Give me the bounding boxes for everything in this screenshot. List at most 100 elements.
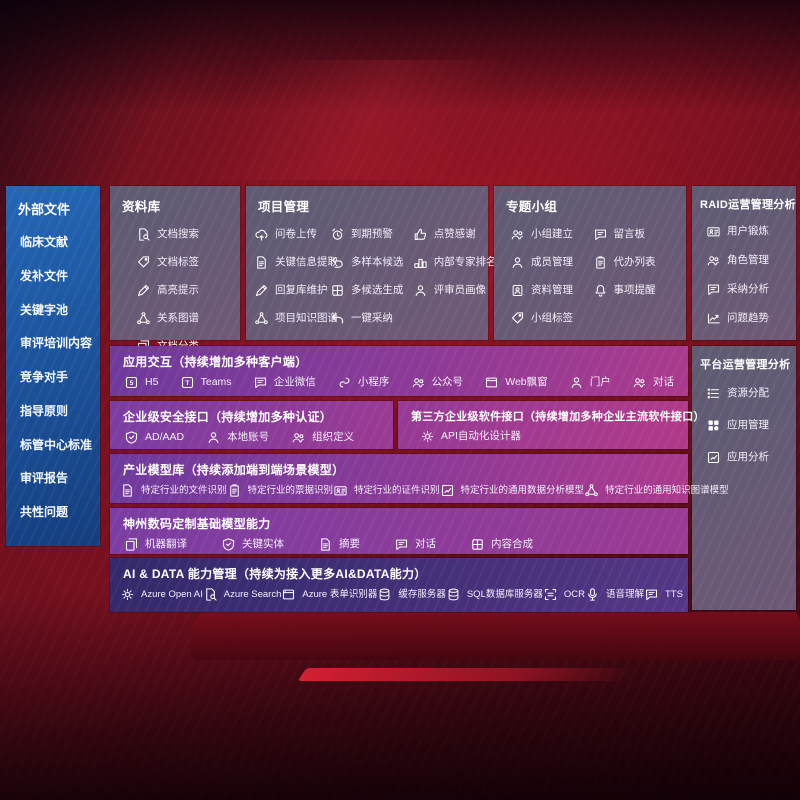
external-files-list: 临床文献 发补文件 关键字池 审评培训内容 竞争对手 指导原则 标管中心标准 审评报告 共性问题: [6, 218, 100, 534]
reminder-bell-icon: [593, 283, 608, 298]
project-knowledge-graph-icon: [254, 311, 269, 326]
sidebar-item-label: 标管中心标准: [20, 437, 93, 452]
feature-label: 对话: [415, 538, 436, 551]
row-title: 神州数码定制基础模型能力: [123, 517, 271, 531]
feature-item: 采纳分析: [706, 282, 790, 297]
feature-label: 问题趋势: [727, 312, 769, 325]
feature-item: 一键采纳: [330, 311, 413, 326]
feature-item: 留言板: [593, 227, 682, 242]
feature-label: 应用分析: [727, 451, 769, 464]
feature-label: 评审员画像: [433, 284, 487, 297]
feature-item: Teams: [180, 375, 232, 390]
sidebar-item: 临床文献: [20, 236, 94, 248]
ocr-icon: [543, 587, 558, 602]
panel-title: 外部文件: [18, 202, 71, 217]
feature-label: 公众号: [431, 376, 464, 389]
industry-model-row: 产业模型库（持续添加端到端场景模型） 特定行业的文件识别 特定行业的票据识别 特定行…: [110, 454, 729, 503]
panel-title: 平台运营管理分析: [700, 359, 791, 371]
base-model-row: 神州数码定制基础模型能力 机器翻译 关键实体 摘要 对话 内容合成: [110, 508, 688, 554]
feature-item: Azure Open AI: [120, 587, 203, 602]
feature-item: 事项提醒: [593, 283, 682, 298]
feature-item: 用户锻炼: [706, 224, 790, 239]
feature-item: 本地账号: [206, 430, 269, 445]
speech-understanding-icon: [585, 587, 600, 602]
knowledge-graph-model-icon: [584, 483, 599, 498]
feature-item: 文档搜索: [136, 227, 234, 242]
feature-item: 小组标签: [510, 311, 593, 326]
row-title: 产业模型库（持续添加端到端场景模型）: [123, 463, 345, 477]
sidebar-item-label: 关键字池: [20, 302, 69, 317]
highlighter-icon: [136, 283, 151, 298]
role-manage-icon: [706, 253, 721, 268]
feature-item: 内容合成: [470, 537, 533, 552]
background-red-streak: [297, 668, 637, 681]
feature-item: 资料管理: [510, 283, 593, 298]
feature-item: 多候选生成: [330, 283, 413, 298]
key-entity-icon: [221, 537, 236, 552]
feature-item: Azure Search: [203, 587, 281, 602]
row-title: AI & DATA 能力管理（持续为接入更多AI&DATA能力）: [123, 567, 427, 581]
machine-translate-icon: [124, 537, 139, 552]
raid-items: 用户锻炼角色管理采纳分析问题趋势: [692, 216, 796, 332]
library-items: 文档搜索文档标签高亮提示关系图谱文档分类: [110, 221, 240, 360]
feature-item: 角色管理: [706, 253, 790, 268]
panel-title: 资料库: [122, 200, 161, 214]
feature-label: 特定行业的证件识别: [354, 484, 440, 496]
message-board-icon: [593, 227, 608, 242]
feature-label: API自动化设计器: [441, 430, 521, 443]
library-panel: 资料库 文档搜索文档标签高亮提示关系图谱文档分类: [110, 186, 240, 340]
feature-label: 资料管理: [531, 284, 573, 297]
azure-search-icon: [203, 587, 218, 602]
feature-label: 小组标签: [531, 312, 573, 325]
api-designer-icon: [420, 429, 435, 444]
feature-label: 内部专家排名: [433, 256, 497, 269]
background-hardware-shape: [190, 612, 800, 660]
feature-item: TTS: [644, 587, 683, 602]
h5-icon: [124, 375, 139, 390]
feature-label: 成员管理: [531, 256, 573, 269]
feature-label: 回复库维护: [275, 284, 328, 297]
feature-label: 多样本候选: [350, 256, 404, 269]
sidebar-item: 竞争对手: [20, 371, 94, 383]
sidebar-item-label: 共性问题: [20, 505, 69, 519]
feature-item: 特定行业的证件识别: [333, 483, 440, 498]
feature-item: 到期预警: [330, 227, 413, 242]
multi-candidate-icon: [330, 283, 345, 298]
feature-item: 小程序: [337, 375, 389, 390]
thirdparty-interface-row: 第三方企业级软件接口（持续增加多种企业主流软件接口） API自动化设计器: [398, 401, 705, 449]
feature-item: 特定行业的通用知识图谱模型: [584, 483, 729, 498]
feature-item: API自动化设计器: [420, 429, 521, 444]
feature-label: Web飘窗: [505, 376, 548, 389]
tts-icon: [644, 587, 659, 602]
feature-item: 问题趋势: [706, 311, 790, 326]
feature-item: 特定行业的票据识别: [227, 483, 333, 498]
relation-graph-icon: [136, 311, 151, 326]
doc-search-icon: [136, 227, 151, 242]
feature-label: 点赞感谢: [433, 228, 476, 241]
feature-label: 摘要: [339, 538, 360, 551]
feature-label: 本地账号: [227, 431, 270, 444]
sidebar-item: 标管中心标准: [20, 439, 94, 451]
reviewer-portrait-icon: [413, 283, 428, 298]
issue-trend-icon: [706, 311, 721, 326]
feature-label: Teams: [200, 376, 232, 389]
feature-label: 问卷上传: [275, 228, 317, 241]
sidebar-item: 审评培训内容: [20, 337, 94, 349]
sidebar-item: 审评报告: [20, 472, 94, 484]
feature-label: 特定行业的文件识别: [141, 484, 227, 496]
feature-label: 机器翻译: [145, 538, 187, 551]
raid-analysis-panel: RAID运营管理分析 用户锻炼 角色管理 采纳分析 问题趋势: [692, 186, 796, 340]
web-window-icon: [484, 375, 499, 390]
app-analysis-icon: [706, 450, 721, 465]
sidebar-item: 发补文件: [20, 270, 94, 282]
panel-title: 专题小组: [506, 200, 558, 214]
feature-label: 到期预警: [350, 228, 393, 241]
project-items: 问卷上传 到期预警 点赞感谢关键信息提取 多样本候选 内部专家排名回复库维护 多候选生成 评…: [246, 221, 497, 332]
panel-title: 项目管理: [258, 200, 310, 214]
feature-label: TTS: [665, 588, 683, 600]
feature-item: 关键信息提取: [254, 255, 338, 270]
platform-analysis-panel: 平台运营管理分析 资源分配 应用管理 应用分析: [692, 346, 796, 610]
feature-label: 组织定义: [312, 431, 355, 444]
row-title: 应用交互（持续增加多种客户端）: [123, 355, 308, 369]
form-recognizer-icon: [281, 587, 296, 602]
